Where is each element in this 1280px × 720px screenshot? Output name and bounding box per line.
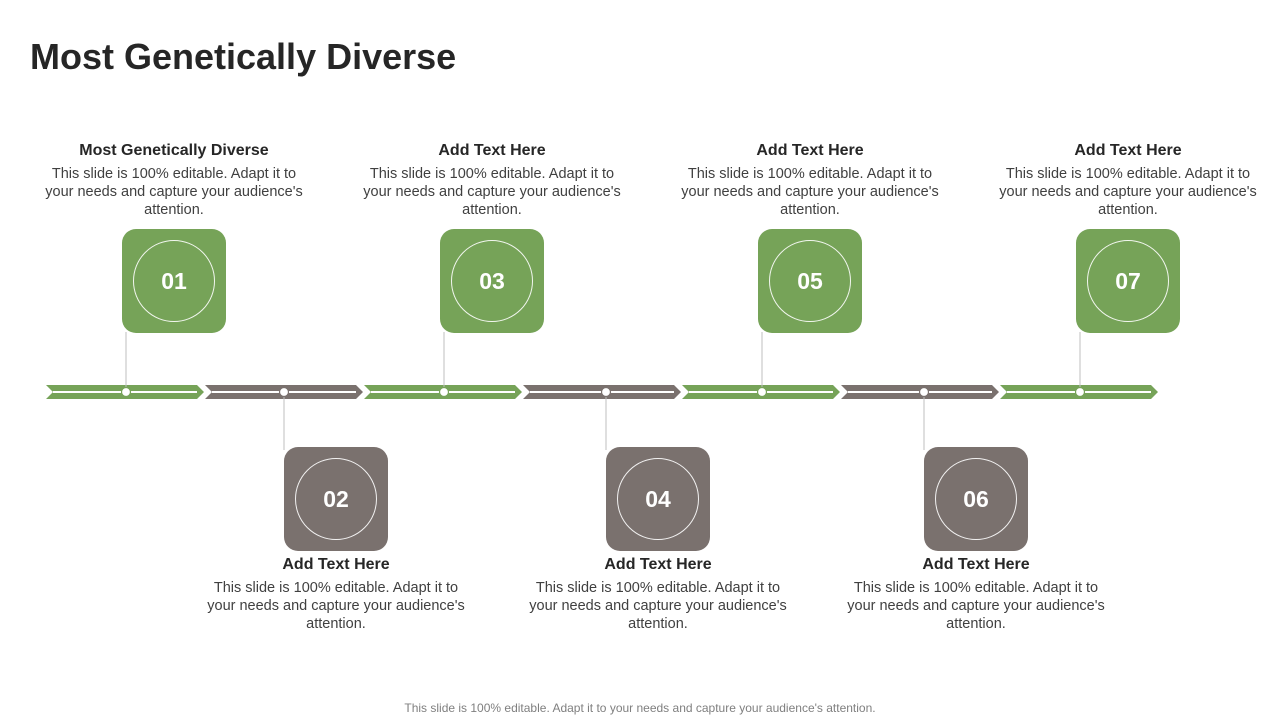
page-title: Most Genetically Diverse — [30, 36, 457, 77]
step-description: This slide is 100% editable. Adapt it to… — [529, 580, 787, 632]
step-number: 02 — [323, 485, 349, 512]
step-badge-03: 03 — [440, 229, 544, 333]
step-badge-07: 07 — [1076, 229, 1180, 333]
step-badge-ring: 03 — [451, 240, 533, 322]
step-description: This slide is 100% editable. Adapt it to… — [999, 166, 1257, 218]
step-heading: Most Genetically Diverse — [79, 142, 269, 159]
step-badge-04: 04 — [606, 447, 710, 551]
step-description: This slide is 100% editable. Adapt it to… — [363, 166, 621, 218]
step-badge-02: 02 — [284, 447, 388, 551]
step-number: 01 — [161, 267, 187, 294]
step-badge-ring: 02 — [295, 458, 377, 540]
step-badge-06: 06 — [924, 447, 1028, 551]
timeline-node-05 — [756, 386, 768, 398]
step-number: 04 — [645, 485, 671, 512]
timeline-node-01 — [120, 386, 132, 398]
timeline-node-04 — [600, 386, 612, 398]
timeline-node-02 — [278, 386, 290, 398]
step-text-block-06: Add Text Here This slide is 100% editable… — [846, 555, 1106, 633]
step-badge-ring: 07 — [1087, 240, 1169, 322]
footer-note: This slide is 100% editable. Adapt it to… — [404, 701, 876, 715]
step-badge-ring: 05 — [769, 240, 851, 322]
timeline-node-07 — [1074, 386, 1086, 398]
step-badge-01: 01 — [122, 229, 226, 333]
step-description: This slide is 100% editable. Adapt it to… — [681, 166, 939, 218]
step-badge-05: 05 — [758, 229, 862, 333]
step-text-block-07: Add Text Here This slide is 100% editable… — [998, 141, 1258, 219]
step-description: This slide is 100% editable. Adapt it to… — [847, 580, 1105, 632]
step-heading: Add Text Here — [438, 142, 546, 159]
timeline-node-03 — [438, 386, 450, 398]
step-number: 03 — [479, 267, 505, 294]
step-number: 06 — [963, 485, 989, 512]
step-description: This slide is 100% editable. Adapt it to… — [207, 580, 465, 632]
step-text-block-03: Add Text Here This slide is 100% editable… — [362, 141, 622, 219]
step-text-block-01: Most Genetically Diverse This slide is 10… — [44, 141, 304, 219]
step-badge-ring: 04 — [617, 458, 699, 540]
step-heading: Add Text Here — [604, 556, 712, 573]
step-heading: Add Text Here — [282, 556, 390, 573]
step-badge-ring: 01 — [133, 240, 215, 322]
step-text-block-02: Add Text Here This slide is 100% editable… — [206, 555, 466, 633]
timeline-node-06 — [918, 386, 930, 398]
step-text-block-04: Add Text Here This slide is 100% editable… — [528, 555, 788, 633]
step-number: 05 — [797, 267, 823, 294]
step-description: This slide is 100% editable. Adapt it to… — [45, 166, 303, 218]
step-heading: Add Text Here — [1074, 142, 1182, 159]
step-badge-ring: 06 — [935, 458, 1017, 540]
step-heading: Add Text Here — [756, 142, 864, 159]
step-number: 07 — [1115, 267, 1141, 294]
step-heading: Add Text Here — [922, 556, 1030, 573]
step-text-block-05: Add Text Here This slide is 100% editable… — [680, 141, 940, 219]
